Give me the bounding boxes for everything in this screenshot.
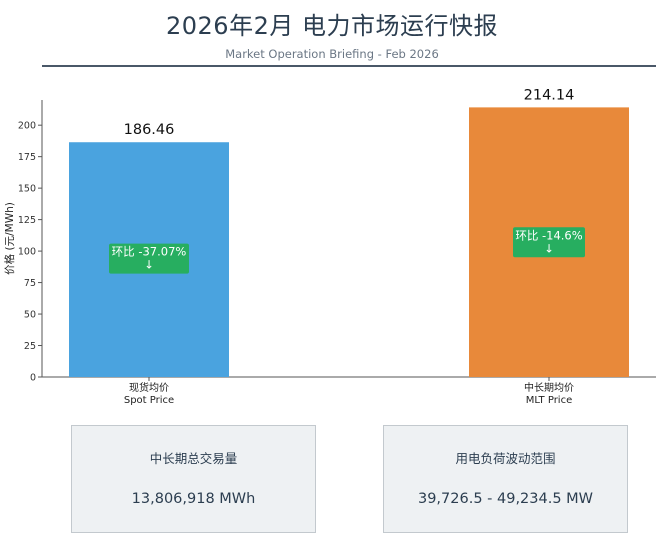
y-axis-label: 价格 (元/MWh)	[3, 202, 16, 275]
kpi-card-load-range: 用电负荷波动范围 39,726.5 - 49,234.5 MW	[383, 425, 628, 533]
x-tick-label: 中长期均价	[524, 381, 574, 394]
bar-value-label: 186.46	[124, 122, 175, 138]
y-tick-label: 200	[18, 121, 36, 132]
page-subtitle: Market Operation Briefing - Feb 2026	[225, 47, 439, 61]
page-title: 2026年2月 电力市场运行快报	[166, 12, 498, 40]
kpi-card-volume: 中长期总交易量 13,806,918 MWh	[71, 425, 316, 533]
kpi-label: 中长期总交易量	[149, 451, 238, 466]
kpi-value: 39,726.5 - 49,234.5 MW	[417, 491, 594, 507]
y-tick-label: 125	[18, 215, 36, 226]
y-tick-label: 50	[24, 310, 36, 321]
y-tick-label: 75	[24, 278, 36, 289]
x-tick-label: 现货均价	[129, 381, 169, 394]
y-tick-label: 25	[24, 341, 36, 352]
change-badge	[513, 227, 585, 258]
y-tick-label: 100	[18, 247, 36, 258]
change-badge-text: 环比 -14.6%	[515, 228, 582, 242]
y-tick-label: 0	[30, 373, 36, 384]
kpi-value: 13,806,918 MWh	[131, 491, 256, 507]
price-bar-chart: 0 25 50 75 100 125 150 175 200 价格 (元/MWh) 186.46 现货…	[3, 88, 656, 406]
x-tick-label: Spot Price	[124, 395, 174, 406]
y-tick-label: 175	[18, 152, 36, 163]
change-badge-text: ↓	[144, 258, 154, 272]
change-badge-text: ↓	[544, 241, 554, 255]
x-tick-label: MLT Price	[526, 395, 573, 406]
change-badge	[109, 243, 189, 274]
kpi-label: 用电负荷波动范围	[455, 451, 556, 466]
y-tick-label: 150	[18, 184, 36, 195]
title-divider	[42, 65, 656, 67]
change-badge-text: 环比 -37.07%	[112, 245, 187, 259]
bar-value-label: 214.14	[524, 88, 575, 103]
